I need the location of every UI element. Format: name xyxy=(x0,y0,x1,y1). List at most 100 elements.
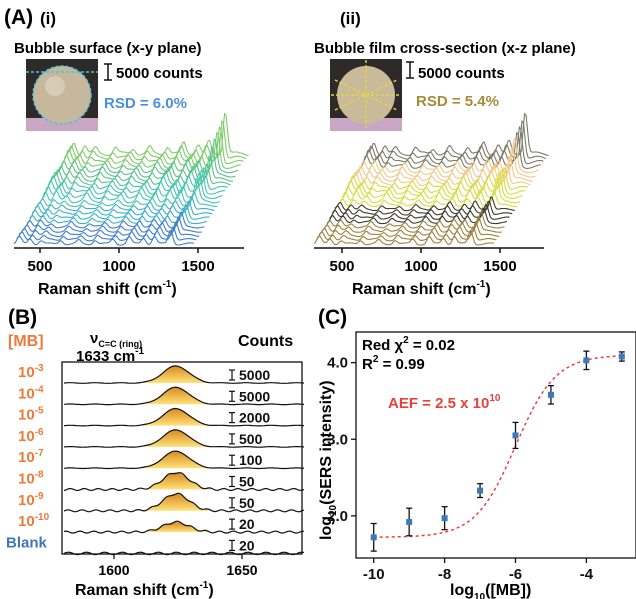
waterfall-right xyxy=(313,112,549,246)
panel-a-i-label: (i) xyxy=(40,9,56,28)
axis-a-right-ticks xyxy=(341,248,501,253)
counts-label-8: 20 xyxy=(239,537,255,553)
rsd-left: RSD = 6.0% xyxy=(104,95,187,112)
panel-a-label: (A) xyxy=(4,6,33,29)
aef-label: AEF = 2.5 x 1010 xyxy=(388,393,501,412)
panel-a-left-title: Bubble surface (x-y plane) xyxy=(14,40,202,57)
counts-label-2: 2000 xyxy=(239,410,270,426)
peak-fill-6 xyxy=(136,493,216,511)
left-spectrum-6 xyxy=(29,203,210,220)
peak-fill-4 xyxy=(136,451,216,469)
spectrum-row-3 xyxy=(63,429,305,448)
bubble-photo-right xyxy=(330,59,402,131)
panel-a-ii-label: (ii) xyxy=(340,9,361,28)
counts-label-7: 20 xyxy=(239,516,255,532)
scale-bar-right xyxy=(406,61,414,79)
ytick-label-c-2: 4.0 xyxy=(327,355,348,372)
panel-c-frame xyxy=(355,331,636,559)
xtick-label-c-0: -10 xyxy=(363,566,385,583)
tick-a-right-1000: 1000 xyxy=(404,258,437,275)
rsd-right: RSD = 5.4% xyxy=(416,93,499,110)
spectrum-row-2 xyxy=(63,407,305,427)
peak-value: 1633 cm-1 xyxy=(76,346,145,365)
spectrum-row-5 xyxy=(63,472,305,492)
left-spectrum-0 xyxy=(13,229,195,246)
spectrum-row-6 xyxy=(63,492,305,513)
spectrum-row-7 xyxy=(63,520,305,534)
counts-label-3: 500 xyxy=(239,431,263,447)
xlabel-a-left: Raman shift (cm-1) xyxy=(38,279,177,298)
panel-c-label: (C) xyxy=(318,306,347,329)
data-point-2 xyxy=(441,515,448,522)
panel-b-frame xyxy=(61,361,303,555)
data-point-5 xyxy=(547,391,554,398)
data-point-6 xyxy=(583,357,590,364)
xlabel-c: log10([MB]) xyxy=(450,582,531,599)
conc-label-6: 10-9 xyxy=(18,491,44,509)
conc-label-2: 10-5 xyxy=(18,406,44,424)
xtick-label-c-1: -8 xyxy=(438,566,451,583)
bubble-photo-left xyxy=(26,59,98,131)
tick-b-1600: 1600 xyxy=(98,562,129,578)
axis-a-left-ticks xyxy=(39,248,199,253)
tick-a-right-500: 500 xyxy=(329,258,354,275)
data-point-7 xyxy=(618,353,625,360)
panel-b-label: (B) xyxy=(8,306,37,329)
peak-fill-0 xyxy=(136,366,216,383)
xtick-label-c-3: -4 xyxy=(580,566,594,583)
conc-label-5: 10-8 xyxy=(18,470,44,488)
left-spectrum-1 xyxy=(16,226,197,242)
tick-a-right-1500: 1500 xyxy=(483,258,516,275)
tick-b-1650: 1650 xyxy=(226,562,257,578)
conc-label-3: 10-6 xyxy=(18,427,44,445)
r2-label: R2 = 0.99 xyxy=(362,354,425,373)
conc-label-1: 10-4 xyxy=(18,384,44,402)
data-point-1 xyxy=(406,518,413,525)
tick-a-left-500: 500 xyxy=(27,258,52,275)
data-point-0 xyxy=(370,534,377,541)
xtick-label-c-2: -6 xyxy=(509,566,522,583)
panel-a-right-title: Bubble film cross-section (x-z plane) xyxy=(314,40,576,57)
scale-bar-left xyxy=(104,63,112,81)
axis-b-ticks xyxy=(113,554,243,559)
counts-label-1: 5000 xyxy=(239,388,270,404)
peak-fill-1 xyxy=(136,387,216,405)
data-point-4 xyxy=(512,432,519,439)
scale-label-left: 5000 counts xyxy=(116,65,203,82)
right-spectrum-6 xyxy=(329,203,510,220)
tick-a-left-1500: 1500 xyxy=(181,258,214,275)
conc-label-7: 10-10 xyxy=(18,512,50,530)
xlabel-a-right: Raman shift (cm-1) xyxy=(352,279,491,298)
ytick-label-c-1: 3.0 xyxy=(327,431,348,448)
conc-label-8: Blank xyxy=(6,534,48,551)
xlabel-b: Raman shift (cm-1) xyxy=(75,580,214,599)
conc-label-4: 10-7 xyxy=(18,448,44,466)
peak-fill-5 xyxy=(136,472,216,490)
counts-header: Counts xyxy=(238,333,293,350)
counts-label-5: 50 xyxy=(239,474,255,490)
conc-label-0: 10-3 xyxy=(18,363,44,381)
peak-fill-2 xyxy=(136,408,216,426)
tick-a-left-1000: 1000 xyxy=(102,258,135,275)
spectrum-row-0 xyxy=(63,365,305,384)
chart-c-plot xyxy=(351,350,625,563)
fit-curve xyxy=(373,355,622,538)
conc-header: [MB] xyxy=(8,333,44,350)
waterfall-left xyxy=(13,112,249,246)
right-spectrum-1 xyxy=(316,226,497,242)
spectrum-row-1 xyxy=(63,386,305,406)
left-spectrum-2 xyxy=(18,222,200,238)
counts-label-6: 50 xyxy=(239,495,255,511)
ytick-label-c-0: 2.0 xyxy=(327,508,348,525)
ylabel-c: log10(SERS intensity) xyxy=(318,380,339,540)
peak-fill-3 xyxy=(136,429,216,447)
right-spectrum-0 xyxy=(313,229,495,246)
data-point-3 xyxy=(477,487,484,494)
counts-label-4: 100 xyxy=(239,452,263,468)
stacked-spectra xyxy=(63,365,305,556)
spectrum-row-4 xyxy=(63,450,305,470)
red-chi-label: Red χ2 = 0.02 xyxy=(362,335,455,354)
right-spectrum-2 xyxy=(318,222,500,238)
peak-annotation: νC=C (ring) xyxy=(90,330,142,349)
